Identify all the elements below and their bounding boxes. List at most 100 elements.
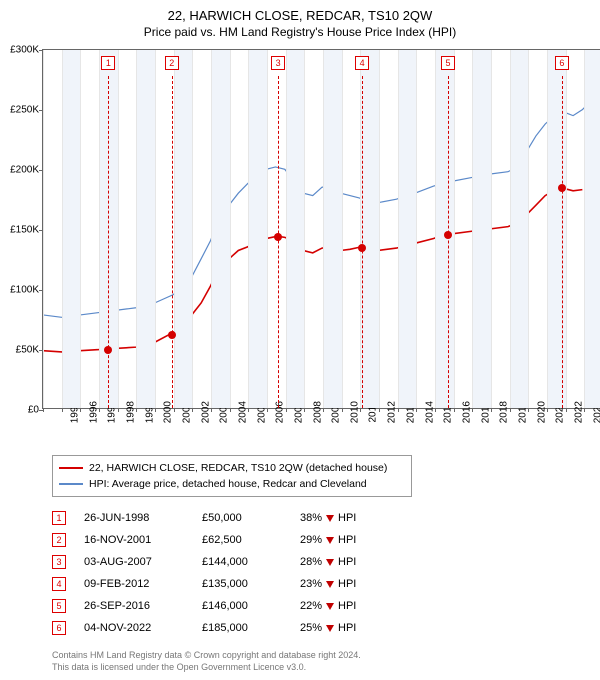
x-tick-label: 2002 <box>200 401 211 423</box>
y-tick-label: £0 <box>0 405 39 416</box>
sales-row-pct-value: 23% <box>300 578 322 590</box>
sales-row-pct-value: 22% <box>300 600 322 612</box>
y-tick-label: £50K <box>0 345 39 356</box>
series-line-red_line <box>43 187 582 352</box>
x-tick-mark <box>491 408 492 412</box>
sale-marker-line <box>448 76 449 408</box>
x-tick-label: 2004 <box>237 401 248 423</box>
plot-band <box>211 50 230 408</box>
sale-marker-box: 3 <box>271 56 285 70</box>
x-tick-mark <box>248 408 249 412</box>
sale-marker-box: 1 <box>101 56 115 70</box>
sales-row-price: £62,500 <box>202 534 282 546</box>
x-tick-mark <box>379 408 380 412</box>
gridline-vertical <box>286 50 287 408</box>
sales-row-suffix: HPI <box>338 556 356 568</box>
plot-band <box>472 50 491 408</box>
y-tick-label: £300K <box>0 45 39 56</box>
arrow-down-icon <box>326 537 334 544</box>
arrow-down-icon <box>326 515 334 522</box>
x-tick-mark <box>584 408 585 412</box>
x-tick-mark <box>398 408 399 412</box>
gridline-vertical <box>584 50 585 408</box>
gridline-vertical <box>398 50 399 408</box>
sales-row: 526-SEP-2016£146,00022%HPI <box>52 595 590 617</box>
y-tick-mark <box>39 50 43 51</box>
gridline-vertical <box>435 50 436 408</box>
x-tick-mark <box>118 408 119 412</box>
gridline-vertical <box>62 50 63 408</box>
y-tick-mark <box>39 170 43 171</box>
sale-marker-line <box>172 76 173 408</box>
sales-row-index: 1 <box>52 511 66 525</box>
arrow-down-icon <box>326 625 334 632</box>
plot-band <box>510 50 529 408</box>
chart-title: 22, HARWICH CLOSE, REDCAR, TS10 2QW <box>10 8 590 23</box>
x-tick-mark <box>230 408 231 412</box>
x-tick-mark <box>304 408 305 412</box>
sales-row-suffix: HPI <box>338 512 356 524</box>
chart-subtitle: Price paid vs. HM Land Registry's House … <box>10 25 590 39</box>
gridline-vertical <box>566 50 567 408</box>
plot-band <box>435 50 454 408</box>
plot-band <box>136 50 155 408</box>
footer-attribution: Contains HM Land Registry data © Crown c… <box>52 649 590 673</box>
x-tick-label: 2016 <box>461 401 472 423</box>
sales-row-price: £185,000 <box>202 622 282 634</box>
x-tick-mark <box>416 408 417 412</box>
sale-marker-line <box>562 76 563 408</box>
sales-row-date: 26-SEP-2016 <box>84 600 184 612</box>
legend-box: 22, HARWICH CLOSE, REDCAR, TS10 2QW (det… <box>52 455 412 497</box>
sale-marker-line <box>108 76 109 408</box>
x-tick-mark <box>547 408 548 412</box>
sale-dot <box>444 231 452 239</box>
sales-row-date: 03-AUG-2007 <box>84 556 184 568</box>
sale-dot <box>104 346 112 354</box>
gridline-vertical <box>192 50 193 408</box>
plot-band <box>174 50 193 408</box>
sale-dot <box>274 233 282 241</box>
sales-row: 126-JUN-1998£50,00038%HPI <box>52 507 590 529</box>
sales-table: 126-JUN-1998£50,00038%HPI216-NOV-2001£62… <box>52 507 590 639</box>
sales-row-index: 2 <box>52 533 66 547</box>
sales-row-pct: 23% HPI <box>300 578 390 590</box>
gridline-vertical <box>118 50 119 408</box>
x-tick-label: 2020 <box>536 401 547 423</box>
sales-row-suffix: HPI <box>338 578 356 590</box>
gridline-vertical <box>174 50 175 408</box>
x-tick-mark <box>43 408 44 412</box>
sales-row-index: 4 <box>52 577 66 591</box>
legend-label: HPI: Average price, detached house, Redc… <box>89 476 367 492</box>
x-tick-label: 1998 <box>125 401 136 423</box>
sales-row-pct-value: 25% <box>300 622 322 634</box>
sales-row-pct: 28%HPI <box>300 556 390 568</box>
gridline-vertical <box>304 50 305 408</box>
sales-row-suffix: HPI <box>338 534 356 546</box>
x-tick-mark <box>342 408 343 412</box>
sales-row-pct: 38%HPI <box>300 512 390 524</box>
arrow-down-icon <box>326 603 334 610</box>
gridline-vertical <box>360 50 361 408</box>
sale-marker-box: 4 <box>355 56 369 70</box>
sales-row-index: 6 <box>52 621 66 635</box>
gridline-vertical <box>230 50 231 408</box>
sales-row-pct: 22%HPI <box>300 600 390 612</box>
gridline-vertical <box>323 50 324 408</box>
footer-line-2: This data is licensed under the Open Gov… <box>52 661 590 673</box>
sale-marker-line <box>278 76 279 408</box>
gridline-vertical <box>248 50 249 408</box>
gridline-vertical <box>267 50 268 408</box>
x-tick-mark <box>267 408 268 412</box>
gridline-vertical <box>454 50 455 408</box>
gridline-vertical <box>211 50 212 408</box>
x-tick-mark <box>472 408 473 412</box>
gridline-vertical <box>43 50 44 408</box>
sales-row-date: 04-NOV-2022 <box>84 622 184 634</box>
sales-row-index: 5 <box>52 599 66 613</box>
legend-row: HPI: Average price, detached house, Redc… <box>59 476 405 492</box>
sale-dot <box>168 331 176 339</box>
x-tick-mark <box>454 408 455 412</box>
x-tick-mark <box>211 408 212 412</box>
y-tick-label: £100K <box>0 285 39 296</box>
plot-band <box>248 50 267 408</box>
